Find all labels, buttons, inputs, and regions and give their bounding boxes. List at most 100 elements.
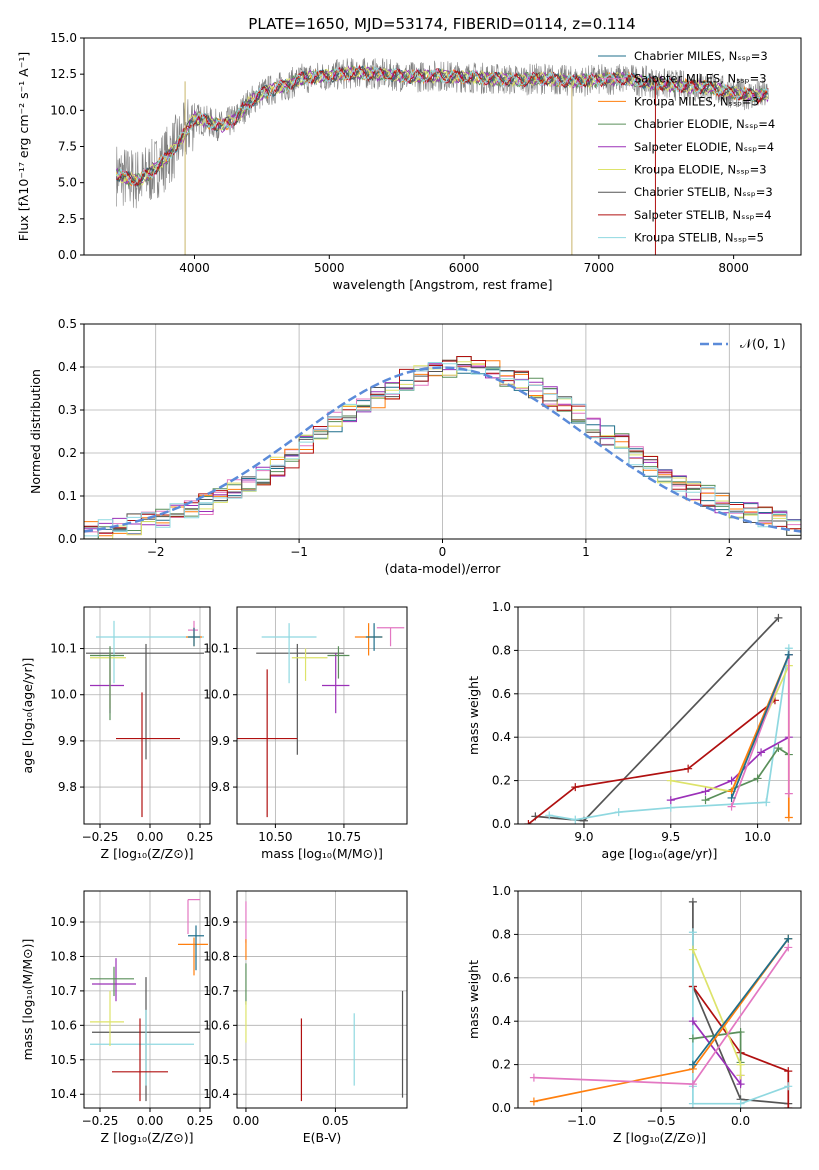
x-axis-label: Z [log₁₀(Z/Z⊙)]	[101, 846, 194, 861]
weight-line-chabrier-miles	[730, 654, 790, 799]
weight-marker	[727, 802, 736, 811]
axes-frame	[83, 606, 211, 825]
y-axis-label: age [log₁₀(age/yr)]	[20, 658, 35, 774]
y-tick-label: 1.0	[492, 884, 511, 898]
legend-label: Chabrier ELODIE, Nₛₛₚ=4	[634, 117, 775, 131]
weight-marker	[727, 793, 736, 802]
y-tick-label: 1.0	[492, 600, 511, 614]
age-vs-Z-axes: −0.25 0.00 0.25 9.8 9.9 10.0 10.1 Z [log₁₀(Z/Z⊙…	[20, 606, 214, 861]
y-tick-label: 9.9	[58, 734, 77, 748]
residuals-axes: −2 −1 0 1 2 0.0 0.1 0.2 0.3 0.4 0.5 (data-model)/er…	[28, 317, 802, 576]
y-tick-label: 0.4	[58, 360, 77, 374]
y-tick-label: 0.5	[58, 317, 77, 331]
weight-marker	[753, 774, 762, 783]
x-tick-label: 0.00	[137, 1114, 164, 1128]
y-axis-label: mass weight	[466, 960, 481, 1039]
weight-marker	[762, 798, 771, 807]
weight-marker	[784, 934, 793, 943]
weight-marker	[736, 1060, 745, 1069]
model-line-kroupa-stelib	[115, 65, 769, 186]
weight-marker	[666, 803, 675, 812]
legend-label: Kroupa STELIB, Nₛₛₚ=5	[634, 231, 764, 245]
y-axis-label: Flux [fλ10⁻¹⁷ erg cm⁻² s⁻¹ A⁻¹]	[16, 52, 31, 241]
y-tick-label: 10.5	[50, 1053, 77, 1067]
x-tick-label: 4000	[179, 261, 210, 275]
weight-line-salpeter-stelib	[527, 699, 776, 824]
y-tick-label: 10.1	[50, 642, 77, 656]
y-tick-label: 0.8	[492, 927, 511, 941]
y-tick-label: 10.4	[203, 1087, 230, 1101]
model-line-salpeter-stelib	[116, 64, 769, 188]
weight-line-kroupa-stelib	[549, 648, 790, 821]
x-tick-label: 9.0	[574, 830, 593, 844]
weight-marker	[736, 1080, 745, 1089]
y-axis-label: mass weight	[466, 676, 481, 755]
x-tick-label: 10.50	[258, 830, 292, 844]
x-tick-label: −2	[147, 545, 165, 559]
y-tick-label: 10.6	[203, 1018, 230, 1032]
legend-label: Kroupa ELODIE, Nₛₛₚ=3	[634, 163, 767, 177]
x-tick-label: −1	[290, 545, 308, 559]
x-axis-label: Z [log₁₀(Z/Z⊙)]	[613, 1130, 706, 1145]
y-tick-label: 10.7	[203, 984, 230, 998]
x-axis-label: age [log₁₀(age/yr)]	[602, 846, 718, 861]
y-tick-label: 10.0	[203, 688, 230, 702]
x-tick-label: 9.5	[661, 830, 680, 844]
model-line-kroupa-elodie	[115, 64, 769, 188]
weight-marker	[688, 1034, 697, 1043]
y-tick-label: 10.8	[203, 949, 230, 963]
legend-label: Chabrier STELIB, Nₛₛₚ=3	[634, 185, 773, 199]
y-tick-label: 10.4	[50, 1087, 77, 1101]
y-tick-label: 7.5	[58, 140, 77, 154]
weight-marker	[614, 808, 623, 817]
y-tick-label: 0.0	[58, 248, 77, 262]
axes-frame	[236, 890, 408, 1109]
x-tick-label: −0.25	[82, 1114, 119, 1128]
weight-marker	[688, 1080, 697, 1089]
histogram-kroupa-stelib	[84, 362, 801, 537]
weight-marker	[545, 811, 554, 820]
legend-label: Chabrier MILES, Nₛₛₚ=3	[634, 49, 768, 63]
y-tick-label: 0.6	[492, 687, 511, 701]
weight-line-chabrier-miles	[692, 938, 789, 1066]
x-axis-label: (data-model)/error	[385, 561, 502, 576]
x-tick-label: 0.00	[233, 1114, 260, 1128]
weight-marker	[736, 1071, 745, 1080]
weight-marker	[727, 776, 736, 785]
x-axis-label: wavelength [Angstrom, rest frame]	[332, 277, 552, 292]
weight-marker	[784, 813, 793, 822]
weight-vs-age-series	[524, 613, 793, 824]
y-tick-label: 10.5	[203, 1053, 230, 1067]
weight-marker	[784, 943, 793, 952]
y-tick-label: 0.4	[492, 1014, 511, 1028]
x-tick-label: 0	[439, 545, 447, 559]
weight-marker	[757, 748, 766, 757]
y-tick-label: 0.4	[492, 730, 511, 744]
weight-marker	[736, 1028, 745, 1037]
y-tick-label: 10.9	[50, 915, 77, 929]
legend-label: Kroupa MILES, Nₛₛₚ=3	[634, 94, 759, 108]
x-tick-label: −1.0	[567, 1114, 596, 1128]
axes-frame	[83, 890, 211, 1109]
x-tick-label: 8000	[718, 261, 749, 275]
weight-marker	[784, 1082, 793, 1091]
y-tick-label: 0.0	[58, 532, 77, 546]
x-tick-label: 0.25	[187, 830, 214, 844]
spectrum-legend: Chabrier MILES, Nₛₛₚ=3 Salpeter MILES, Nₛ…	[598, 49, 775, 245]
weight-marker	[784, 650, 793, 659]
axes-frame	[83, 323, 802, 540]
age-vs-Z-points	[86, 620, 204, 818]
y-tick-label: 10.8	[50, 949, 77, 963]
figure-title: PLATE=1650, MJD=53174, FIBERID=0114, z=0…	[248, 15, 635, 33]
weight-marker	[784, 1067, 793, 1076]
weight-marker	[774, 613, 783, 622]
x-axis-label: E(B-V)	[303, 1130, 342, 1145]
y-tick-label: 10.7	[50, 984, 77, 998]
x-tick-label: −0.25	[82, 830, 119, 844]
y-tick-label: 12.5	[50, 67, 77, 81]
y-tick-label: 10.9	[203, 915, 230, 929]
weight-marker	[666, 796, 675, 805]
x-tick-label: 2	[725, 545, 733, 559]
weight-marker	[688, 1099, 697, 1108]
